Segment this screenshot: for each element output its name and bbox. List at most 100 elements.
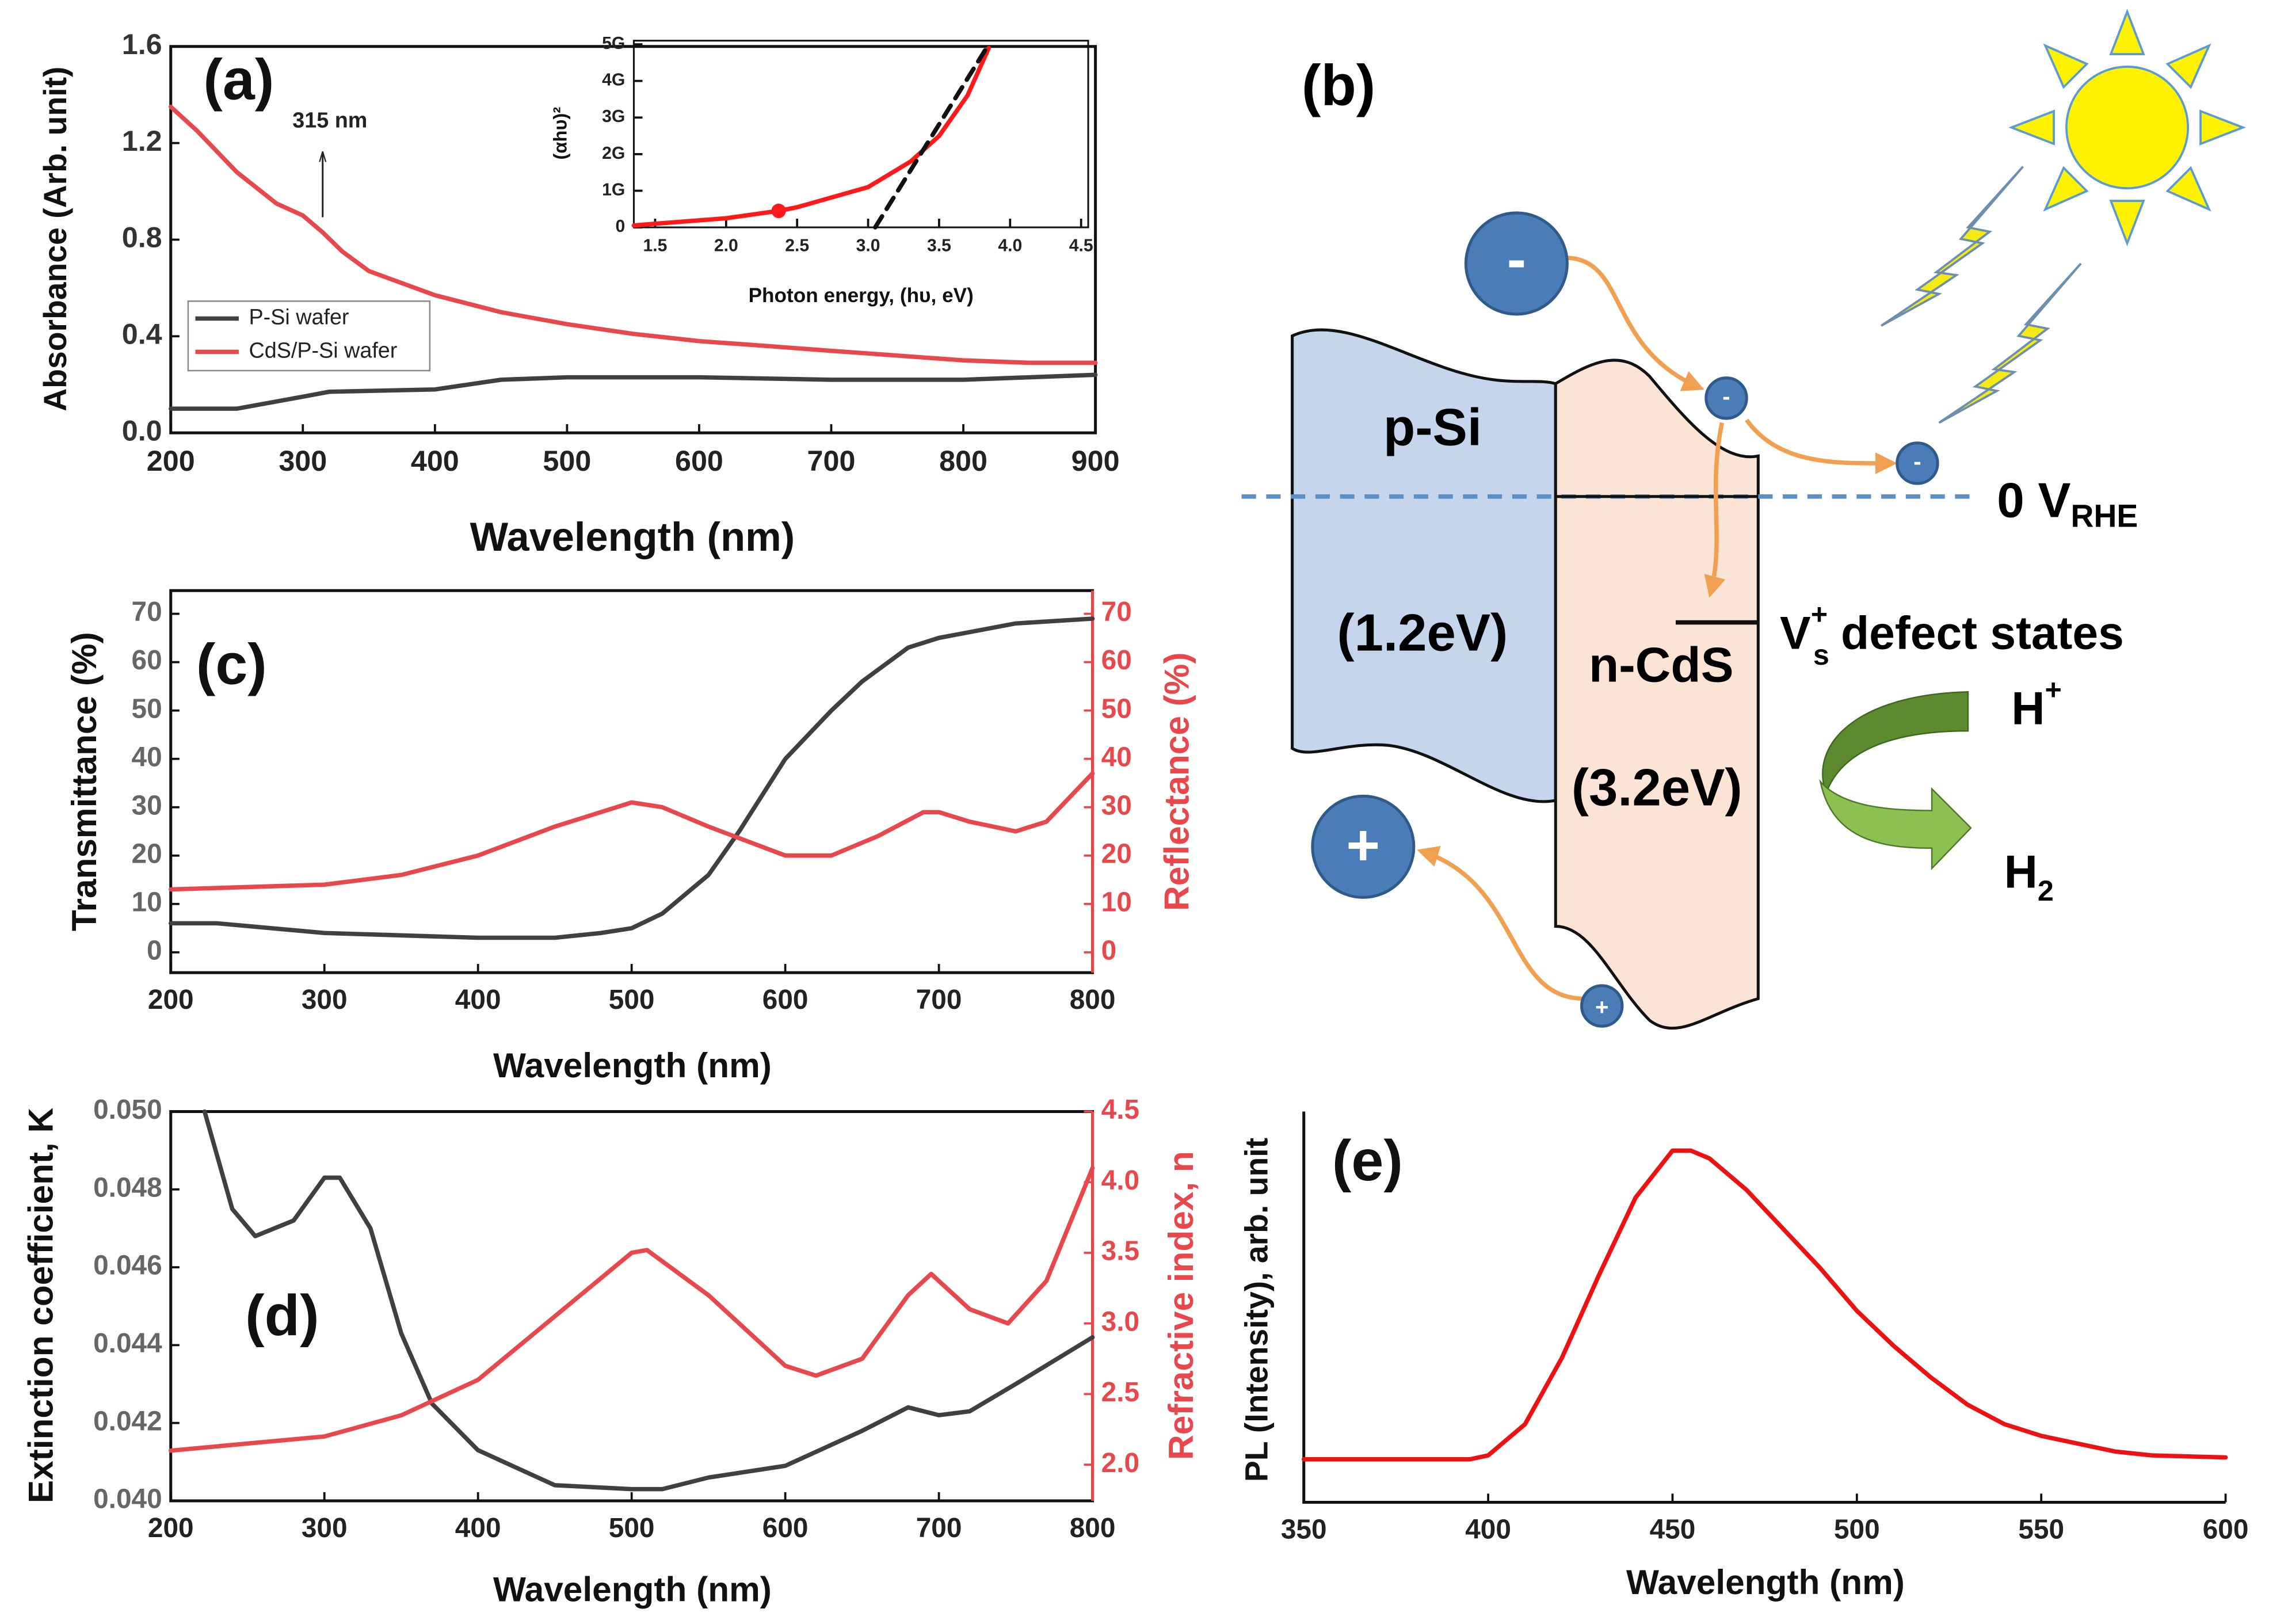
y2-tick-label: 70 bbox=[1101, 597, 1132, 627]
sun-ray bbox=[2008, 109, 2055, 146]
sun-ray bbox=[2109, 200, 2145, 246]
defect-sub: s bbox=[1813, 638, 1829, 671]
y2-tick-label: 3.0 bbox=[1101, 1306, 1139, 1337]
x-tick-label: 900 bbox=[1071, 444, 1120, 477]
x-axis-label: Wavelength (nm) bbox=[470, 514, 795, 559]
y2-axis-label: Refractive index, n bbox=[1161, 1151, 1200, 1460]
x-tick-label: 300 bbox=[302, 985, 348, 1015]
charge-sign: + bbox=[1346, 813, 1380, 878]
y-tick-label: 30 bbox=[132, 790, 162, 821]
y-tick-label: 2G bbox=[602, 144, 625, 163]
x-tick-label: 3.5 bbox=[927, 237, 951, 256]
sun-disc bbox=[2065, 66, 2190, 190]
gap-label: (1.2eV) bbox=[1337, 604, 1508, 662]
sun-ray bbox=[2109, 9, 2145, 55]
y-axis-label: Transmittance (%) bbox=[64, 632, 104, 931]
y-tick-label: 0.044 bbox=[93, 1328, 162, 1359]
sun-ray bbox=[2199, 109, 2246, 146]
x-tick-label: 500 bbox=[609, 985, 655, 1015]
reactant-label: H+ bbox=[2011, 673, 2061, 735]
x-axis-label: Wavelength (nm) bbox=[493, 1569, 772, 1608]
lightning bbox=[1938, 262, 2082, 424]
x-tick-label: 800 bbox=[1070, 985, 1116, 1015]
y-tick-label: 50 bbox=[132, 693, 162, 724]
legend-label: CdS/P-Si wafer bbox=[249, 338, 398, 362]
x-tick-label: 400 bbox=[455, 985, 501, 1015]
y-tick-label: 1G bbox=[602, 180, 625, 199]
y2-tick-label: 0 bbox=[1101, 935, 1117, 966]
series-line bbox=[168, 771, 1095, 892]
band-diagram: (b) p-Si (1.2eV) n-CdS (3.2eV) 0 VRHE V+… bbox=[1241, 9, 2246, 1030]
transfer-arrow bbox=[1567, 256, 1704, 391]
charge-sign: + bbox=[1595, 994, 1609, 1020]
y2-tick-label: 2.5 bbox=[1101, 1377, 1139, 1408]
layer-label: p-Si bbox=[1383, 399, 1482, 457]
chart: 200 300 400 500 600 700 8000102030405060700102… bbox=[64, 589, 1196, 1085]
y-tick-label: 70 bbox=[132, 597, 162, 627]
x-tick-label: 600 bbox=[2203, 1515, 2249, 1545]
panel-label: (b) bbox=[1302, 54, 1375, 118]
series-line bbox=[168, 616, 1095, 940]
defect-sup: + bbox=[1811, 598, 1828, 631]
x-tick-label: 400 bbox=[455, 1513, 501, 1543]
potential-sub: RHE bbox=[2071, 498, 2138, 533]
y2-tick-label: 2.0 bbox=[1101, 1448, 1139, 1478]
x-tick-label: 500 bbox=[543, 444, 591, 477]
charge-sign: - bbox=[1913, 449, 1921, 475]
series-line bbox=[873, 42, 992, 230]
sun-ray bbox=[2165, 166, 2211, 212]
y-tick-label: 40 bbox=[132, 742, 162, 772]
x-tick-label: 350 bbox=[1281, 1515, 1327, 1545]
y2-tick-label: 40 bbox=[1101, 742, 1132, 772]
chart: 200 300 400 500 600 700 800 900 0.0 0.4 0.8 1.2 1.6 W… bbox=[37, 28, 1119, 559]
x-tick-label: 550 bbox=[2018, 1515, 2064, 1545]
product-label: H2 bbox=[2004, 847, 2054, 907]
defect-label: V+ s defect states bbox=[1780, 598, 2124, 671]
chart: 350 400 450 500 550 600 Wavelength (nm) PL (Int… bbox=[1238, 1111, 2249, 1602]
x-tick-label: 800 bbox=[1070, 1513, 1116, 1543]
x-tick-label: 4.0 bbox=[998, 237, 1022, 256]
charge-sign: - bbox=[1507, 227, 1526, 292]
chart: 200 300 400 500 600 700 800 0.040 0.042 0.044 0.04… bbox=[21, 1095, 1200, 1608]
reactant-sup: + bbox=[2045, 673, 2061, 706]
y-tick-label: 5G bbox=[602, 34, 625, 53]
defect-base: V bbox=[1780, 608, 1811, 659]
gap-label: (3.2eV) bbox=[1572, 759, 1742, 817]
y-tick-label: 0.0 bbox=[122, 414, 162, 447]
y-tick-label: 0.050 bbox=[93, 1095, 162, 1125]
hole bbox=[1311, 794, 1416, 899]
lightning bbox=[1881, 166, 2024, 327]
x-tick-label: 500 bbox=[1834, 1515, 1880, 1545]
x-tick-label: 2.0 bbox=[714, 237, 738, 256]
y-tick-label: 0.040 bbox=[93, 1484, 162, 1515]
transfer-arrow bbox=[1417, 845, 1585, 1001]
y-tick-label: 3G bbox=[602, 107, 625, 126]
x-tick-label: 700 bbox=[916, 1513, 962, 1543]
y-axis-label: Extinction coefficient, K bbox=[21, 1107, 60, 1503]
y-axis-label: Absorbance (Arb. unit) bbox=[37, 67, 73, 411]
panel-label: (a) bbox=[203, 48, 274, 112]
x-tick-label: 300 bbox=[302, 1513, 348, 1543]
series-line bbox=[168, 1165, 1095, 1453]
n-cds-layer bbox=[1554, 359, 1760, 1030]
series-line bbox=[168, 372, 1098, 411]
x-tick-label: 4.5 bbox=[1069, 237, 1093, 256]
chart: 1.5 2.0 2.5 3.0 3.5 4.0 4.5 0 1G 2G 3G 4G 5G Photon e… bbox=[549, 34, 1093, 307]
x-tick-label: 600 bbox=[762, 1513, 809, 1543]
panel-label: (c) bbox=[196, 632, 267, 697]
x-tick-label: 400 bbox=[411, 444, 459, 477]
potential-base: 0 V bbox=[1997, 473, 2070, 528]
plot-frame bbox=[169, 589, 1095, 974]
y2-tick-label: 4.0 bbox=[1101, 1165, 1139, 1196]
y-tick-label: 60 bbox=[132, 645, 162, 676]
potential-label: 0 VRHE bbox=[1997, 473, 2138, 533]
y2-tick-label: 3.5 bbox=[1101, 1236, 1139, 1267]
y-tick-label: 1.6 bbox=[122, 28, 162, 60]
y-tick-label: 0.048 bbox=[93, 1172, 162, 1203]
legend-label: P-Si wafer bbox=[249, 304, 349, 329]
cycle-arrow bbox=[1819, 779, 1972, 871]
x-tick-label: 200 bbox=[147, 444, 195, 477]
y-tick-label: 1.2 bbox=[122, 124, 162, 157]
series-line bbox=[168, 104, 1098, 365]
series-line bbox=[202, 1109, 1095, 1492]
